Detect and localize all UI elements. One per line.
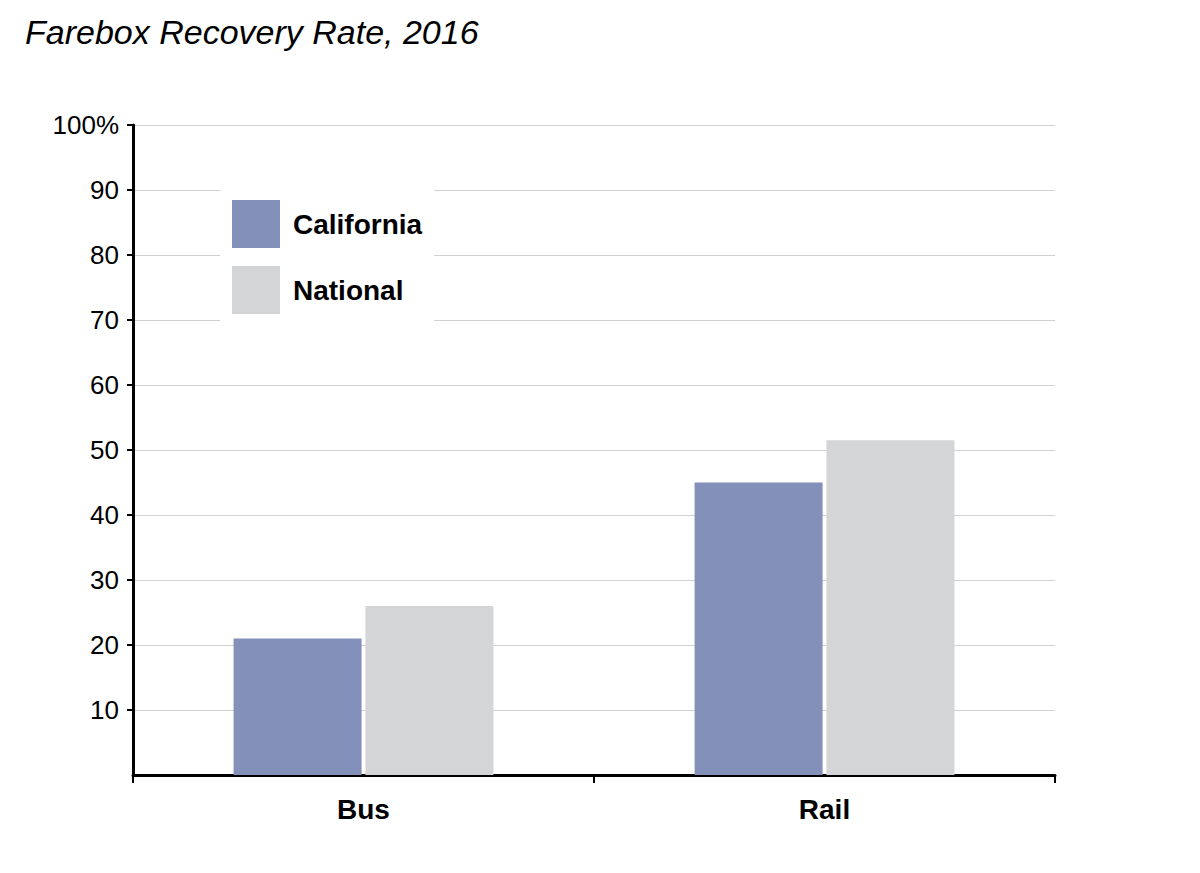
svg-text:Bus: Bus <box>337 794 390 825</box>
svg-text:50: 50 <box>90 435 119 465</box>
svg-text:California: California <box>293 209 423 240</box>
svg-text:60: 60 <box>90 370 119 400</box>
svg-text:20: 20 <box>90 630 119 660</box>
svg-text:90: 90 <box>90 175 119 205</box>
svg-text:100%: 100% <box>53 110 120 140</box>
svg-text:National: National <box>293 275 403 306</box>
svg-text:10: 10 <box>90 695 119 725</box>
svg-text:40: 40 <box>90 500 119 530</box>
svg-text:70: 70 <box>90 305 119 335</box>
svg-text:80: 80 <box>90 240 119 270</box>
svg-text:Farebox Recovery Rate, 2016: Farebox Recovery Rate, 2016 <box>25 13 479 51</box>
svg-text:Rail: Rail <box>799 794 850 825</box>
svg-text:30: 30 <box>90 565 119 595</box>
